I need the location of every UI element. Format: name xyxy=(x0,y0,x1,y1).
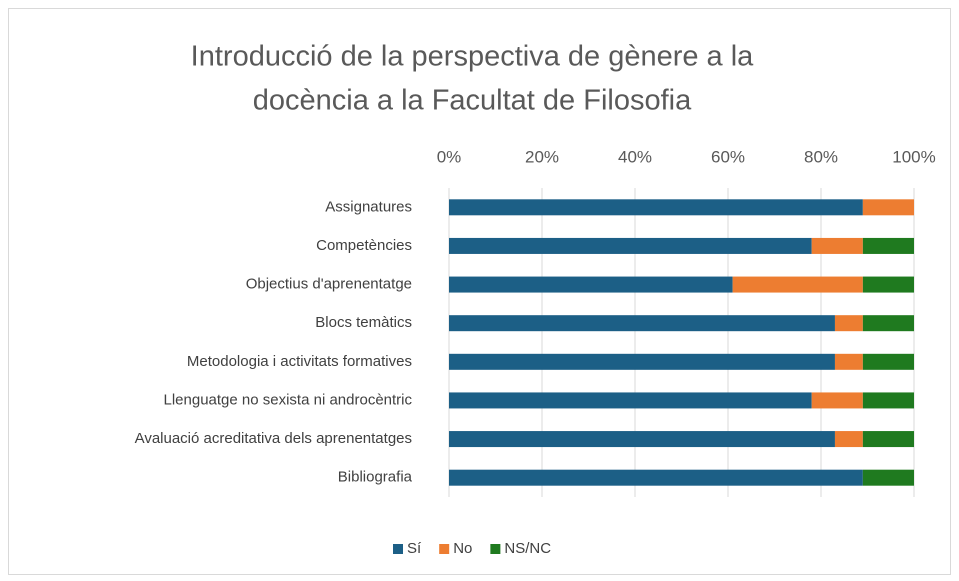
category-label: Llenguatge no sexista ni androcèntric xyxy=(164,391,413,408)
bar-segment xyxy=(449,276,733,293)
chart-title: Introducció de la perspectiva de gènere … xyxy=(191,41,755,73)
x-tick-label: 40% xyxy=(618,147,652,166)
x-tick-label: 100% xyxy=(892,147,935,166)
chart-title: docència a la Facultat de Filosofia xyxy=(253,85,692,117)
category-label: Competències xyxy=(316,237,412,254)
bar-segment xyxy=(834,353,863,370)
bar-segment xyxy=(862,315,914,332)
x-tick-label: 80% xyxy=(804,147,838,166)
bar-segment xyxy=(449,431,835,448)
bar-segment xyxy=(449,237,812,254)
bar-segment xyxy=(862,431,914,448)
bar-segment xyxy=(449,199,863,216)
category-label: Bibliografia xyxy=(338,469,413,486)
bar-segment xyxy=(862,199,914,216)
legend-swatch xyxy=(490,544,501,554)
category-label: Assignatures xyxy=(325,198,412,215)
bar-segment xyxy=(834,315,863,332)
bar-segment xyxy=(862,276,914,293)
bar-segment xyxy=(862,237,914,254)
bar-segment xyxy=(732,276,863,293)
bar-segment xyxy=(834,431,863,448)
bar-segment xyxy=(449,315,835,332)
bar-segment xyxy=(811,392,863,409)
category-label: Avaluació acreditativa dels aprenentatge… xyxy=(135,430,412,447)
legend-label: No xyxy=(453,540,472,557)
bar-segment xyxy=(862,392,914,409)
category-label: Metodologia i activitats formatives xyxy=(187,353,412,370)
bar-segment xyxy=(862,469,914,486)
bar-segment xyxy=(449,469,863,486)
legend-label: NS/NC xyxy=(504,540,551,557)
category-label: Objectius d'aprenentatge xyxy=(246,276,412,293)
legend-swatch xyxy=(439,544,450,554)
x-tick-label: 0% xyxy=(437,147,462,166)
bar-segment xyxy=(449,392,812,409)
bar-segment xyxy=(862,353,914,370)
x-tick-label: 20% xyxy=(525,147,559,166)
bar-segment xyxy=(449,353,835,370)
bar-segment xyxy=(811,237,863,254)
category-label: Blocs temàtics xyxy=(315,314,412,331)
legend-swatch xyxy=(393,544,403,554)
legend-label: Sí xyxy=(407,540,422,557)
x-tick-label: 60% xyxy=(711,147,745,166)
